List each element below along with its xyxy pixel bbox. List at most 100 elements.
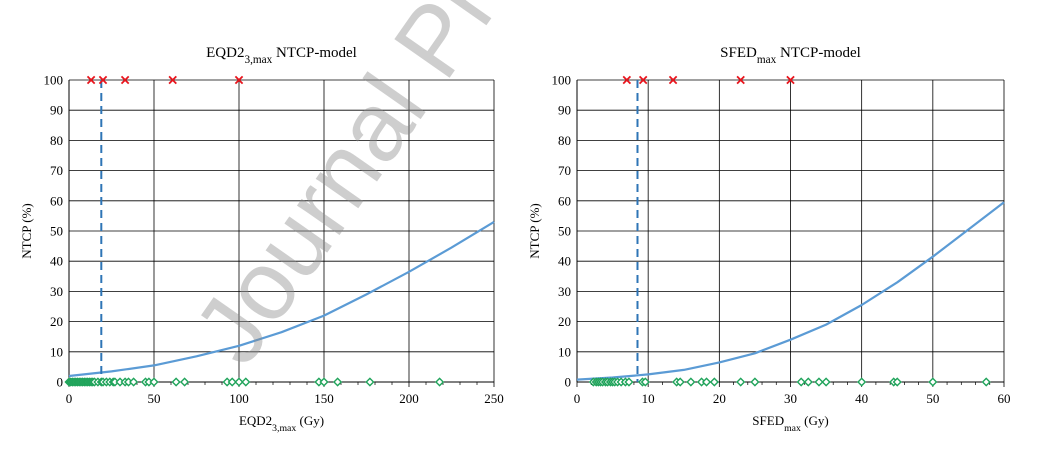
y-tick-label: 100 [552,73,572,88]
y-tick-label: 30 [50,284,63,299]
no-event-point-diamond-marker [365,377,375,387]
y-tick-label: 80 [50,133,63,148]
chart-title: SFEDmax NTCP-model [720,45,861,66]
x-tick-label: 250 [484,391,504,406]
chart-title-main: EQD2 [206,45,244,61]
no-event-point-diamond-marker [227,377,237,387]
x-marker-stroke [86,75,96,85]
y-tick-label: 90 [50,103,63,118]
no-event-point-diamond-marker [319,377,329,387]
event-point-x-marker [120,75,130,85]
no-event-point-diamond-marker [892,377,902,387]
chart-title-subscript: 3,max [244,54,272,66]
y-tick-label: 90 [558,103,571,118]
no-event-point-diamond-marker [180,377,190,387]
no-event-point-diamond-marker [149,377,159,387]
x-marker-stroke [234,75,244,85]
y-tick-label: 0 [565,375,572,390]
x-axis-label-subscript: max [784,423,801,434]
event-point-x-marker [638,75,648,85]
y-tick-label: 0 [57,375,64,390]
event-point-x-marker [234,75,244,85]
y-axis-label: NTCP (%) [19,203,34,259]
x-marker-stroke [98,75,108,85]
y-tick-label: 50 [558,224,571,239]
y-tick-label: 20 [558,314,571,329]
y-axis-label: NTCP (%) [527,203,542,259]
y-tick-label: 30 [558,284,571,299]
chart-title-subscript: max [757,54,777,66]
no-event-point-diamond-marker [857,377,867,387]
no-event-point-diamond-marker [981,377,991,387]
no-event-point-diamond-marker [736,377,746,387]
x-axis-label-suffix: (Gy) [801,413,829,428]
event-point-x-marker [168,75,177,85]
no-event-point-diamond-marker [333,377,343,387]
no-event-point-diamond-marker [234,377,244,387]
x-axis-label-main: SFED [752,413,784,428]
ntcp-curve [68,220,495,378]
x-axis-label-suffix: (Gy) [296,413,324,428]
event-point-x-marker [98,75,108,85]
no-event-point-diamond-marker [796,377,806,387]
no-event-point-diamond-marker [803,377,813,387]
no-event-point-diamond-marker [435,377,445,387]
chart-eqd2-ntcp: 0 10 20 30 40 50 60 70 80 90 100 0 50 100 150 200 250 EQD… [19,45,504,434]
no-event-point-diamond-marker [821,377,831,387]
y-tick-label: 20 [50,314,63,329]
chart-title-suffix: NTCP-model [776,45,861,61]
x-tick-label: 10 [642,391,655,406]
chart-title: EQD23,max NTCP-model [206,45,357,66]
x-marker-stroke [120,75,130,85]
event-point-x-marker [622,75,632,85]
x-tick-label: 0 [66,391,73,406]
x-axis-label: SFEDmax (Gy) [752,413,828,434]
y-tick-label: 70 [50,163,63,178]
x-axis-label-subscript: 3,max [272,423,296,434]
y-tick-label: 40 [50,254,63,269]
x-tick-label: 0 [574,391,581,406]
no-event-point-diamond-marker [701,377,712,387]
x-marker-stroke [786,75,795,85]
x-axis-label: EQD23,max (Gy) [239,413,324,434]
x-tick-label: 40 [855,391,868,406]
y-tick-label: 100 [44,73,64,88]
no-event-point-diamond-marker [814,377,824,387]
y-tick-label: 10 [558,344,571,359]
y-tick-label: 70 [558,163,571,178]
x-tick-label: 150 [314,391,334,406]
x-tick-label: 50 [148,391,161,406]
x-marker-stroke [668,75,678,85]
ntcp-curve [576,201,1005,381]
no-event-point-diamond-marker [640,377,650,387]
x-tick-label: 30 [784,391,797,406]
no-event-point-diamond-marker [129,377,139,387]
no-event-point-diamond-marker [686,377,696,387]
x-tick-label: 50 [926,391,939,406]
no-event-point-diamond-marker [750,377,760,387]
x-marker-stroke [736,75,745,85]
x-marker-stroke [168,75,177,85]
no-event-point-diamond-marker [675,377,685,387]
event-point-x-marker [86,75,96,85]
no-event-point-diamond-marker [928,377,938,387]
y-tick-label: 50 [50,224,63,239]
x-tick-label: 20 [713,391,726,406]
no-event-point-diamond-marker [171,377,181,387]
y-tick-label: 60 [50,193,63,208]
chart-title-suffix: NTCP-model [272,45,357,61]
x-marker-stroke [638,75,648,85]
no-event-point-diamond-marker [624,377,634,387]
no-event-point-diamond-marker [241,377,251,387]
x-axis-label-main: EQD2 [239,413,272,428]
x-tick-label: 100 [229,391,249,406]
event-point-x-marker [668,75,678,85]
chart-title-main: SFED [720,45,757,61]
event-point-x-marker [736,75,745,85]
y-tick-label: 60 [558,193,571,208]
x-tick-label: 60 [998,391,1011,406]
event-point-x-marker [786,75,795,85]
